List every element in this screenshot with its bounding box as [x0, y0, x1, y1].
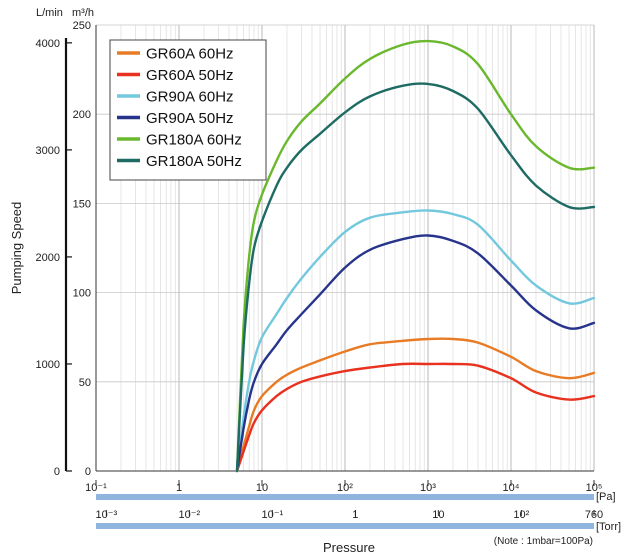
torr-tick-label: 10⁻¹	[262, 509, 284, 521]
pa-tick-label: 10³	[420, 482, 436, 494]
y-tick-label-m3h: 150	[73, 198, 91, 210]
torr-tick-label: 10	[432, 509, 444, 521]
torr-tick-label: 10²	[513, 509, 529, 521]
torr-tick-label: 760	[585, 509, 603, 521]
pa-tick-label: 10⁴	[503, 482, 520, 494]
y-tick-label-m3h: 50	[79, 377, 91, 389]
torr-scale-bar	[96, 523, 594, 529]
pa-scale-bar	[96, 494, 594, 500]
y-axis-label: Pumping Speed	[9, 202, 24, 295]
series-line-gr60a-50hz	[235, 362, 596, 473]
series-lines	[235, 39, 596, 473]
legend-label: GR60A 50Hz	[146, 67, 234, 84]
legend-label: GR60A 60Hz	[146, 46, 234, 63]
y-tick-label-lmin: 0	[54, 466, 60, 478]
x-axis-label: Pressure	[323, 540, 375, 555]
torr-tick-label: 10⁻³	[96, 509, 118, 521]
series-line-gr180a-60hz	[235, 39, 596, 473]
y-tick-label-m3h: 0	[85, 466, 91, 478]
pa-tick-label: 10⁻¹	[85, 482, 107, 494]
pa-tick-label: 10²	[337, 482, 353, 494]
legend-label: GR90A 60Hz	[146, 89, 234, 106]
y-tick-label-m3h: 200	[73, 109, 91, 121]
pressure-note: (Note : 1mbar=100Pa)	[494, 536, 593, 547]
y-tick-label-lmin: 2000	[36, 252, 60, 264]
legend-label: GR180A 60Hz	[146, 132, 242, 149]
series-line-gr60a-60hz	[235, 337, 596, 473]
y-tick-label-m3h: 250	[73, 20, 91, 32]
series-line-gr90a-60hz	[235, 209, 596, 473]
y-tick-label-lmin: 3000	[36, 145, 60, 157]
legend-label: GR90A 50Hz	[146, 110, 234, 127]
y-unit-left: L/min	[36, 7, 63, 19]
pa-tick-label: 10⁵	[586, 482, 603, 494]
y-tick-label-m3h: 100	[73, 288, 91, 300]
axes: 0 1000 2000 3000 4000 0 50 100 150 200 250 10⁻¹ 1 10 1…	[36, 20, 603, 529]
series-line-gr180a-50hz	[235, 82, 596, 473]
pa-tick-label: 10	[256, 482, 268, 494]
series-line-gr90a-50hz	[235, 234, 596, 473]
pa-tick-label: 1	[176, 482, 182, 494]
legend-box	[109, 39, 267, 181]
torr-unit-label: [Torr]	[596, 521, 621, 533]
y-unit-right: m³/h	[72, 7, 94, 19]
y-tick-label-lmin: 4000	[36, 38, 60, 50]
y-tick-label-lmin: 1000	[36, 359, 60, 371]
legend: GR60A 60Hz GR60A 50Hz GR90A 60Hz GR90A 50Hz…	[109, 39, 267, 181]
pa-unit-label: [Pa]	[596, 491, 616, 503]
torr-tick-label: 1	[352, 509, 358, 521]
torr-tick-label: 10⁻²	[179, 509, 201, 521]
legend-label: GR180A 50Hz	[146, 153, 242, 170]
